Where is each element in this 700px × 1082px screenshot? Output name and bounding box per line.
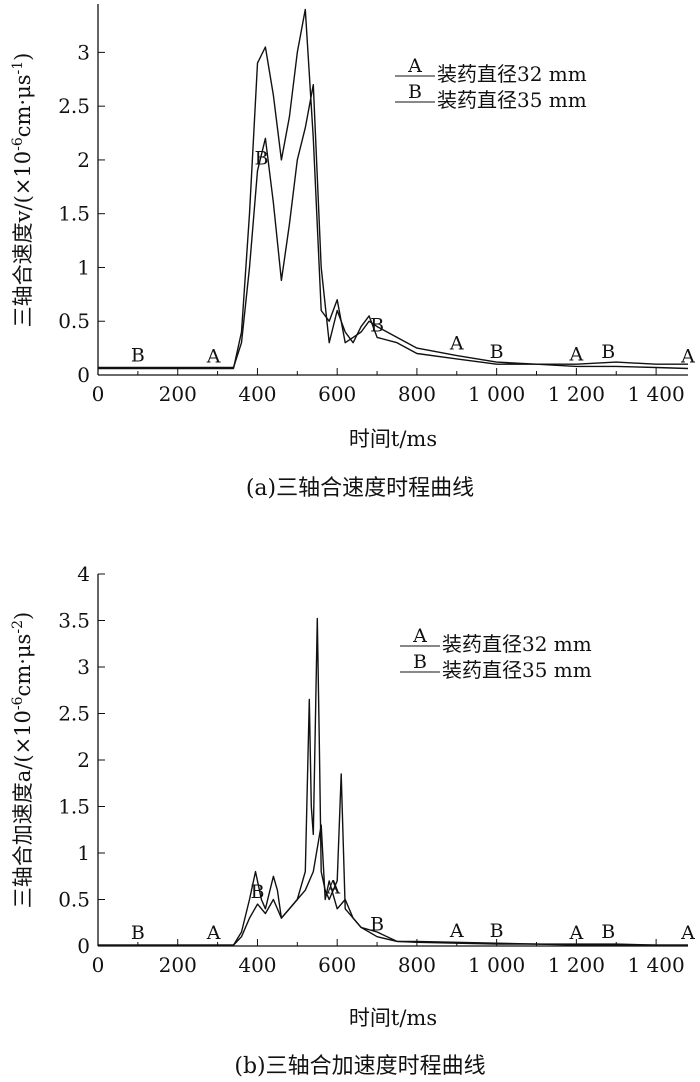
x-tick-label: 400 [238, 382, 276, 406]
chart-a: 三轴合速度v/(×10-6cm·μs-1) 0 200 400 600 800 1 000… [10, 4, 695, 501]
x-tick-label: 0 [92, 382, 105, 406]
series-marker-B: B [370, 314, 384, 336]
series-line-B [98, 824, 688, 946]
series-marker-A: A [680, 922, 695, 944]
series-marker-A: A [206, 346, 221, 368]
legend-marker: B [408, 81, 422, 103]
caption: (b)三轴合加速度时程曲线 [234, 1054, 485, 1079]
x-tick-label: 200 [159, 382, 197, 406]
plot-area: 0 200 400 600 800 1 000 1 200 1 400 0 0.5 1 1.5 2 2.5… [58, 4, 695, 406]
series-marker-A: A [680, 346, 695, 368]
x-tick-label: 1 000 [468, 382, 525, 406]
series-line-A [98, 617, 688, 946]
y-tick-label: 1 [77, 841, 90, 865]
x-tick-label: 800 [398, 382, 436, 406]
legend-marker: B [413, 651, 427, 673]
y-axis-label: 三轴合加速度a/(×10-6cm·μs-2) [10, 612, 35, 908]
series-marker-A: A [449, 920, 464, 942]
y-tick-label: 1.5 [58, 795, 90, 819]
series-marker-A: A [569, 922, 584, 944]
series-marker-A: A [206, 922, 221, 944]
series-marker-B: B [490, 920, 504, 942]
x-tick-label: 1 400 [627, 382, 684, 406]
x-tick-label: 1 400 [627, 953, 684, 977]
series-marker-B: B [370, 914, 384, 936]
legend-label: 装药直径35 mm [437, 88, 587, 112]
legend-label: 装药直径35 mm [442, 658, 592, 682]
series-marker-B: B [250, 881, 264, 903]
y-tick-label: 3 [77, 40, 90, 64]
y-tick-label: 2.5 [58, 702, 90, 726]
legend-marker: A [407, 55, 422, 77]
series-marker-B: B [490, 341, 504, 363]
y-tick-label: 2.5 [58, 94, 90, 118]
x-tick-label: 600 [318, 953, 356, 977]
legend-marker: A [412, 625, 427, 647]
x-tick-label: 0 [92, 953, 105, 977]
x-tick-label: 1 200 [548, 953, 605, 977]
series-line-B [98, 84, 688, 369]
y-tick-label: 0.5 [58, 888, 90, 912]
y-tick-label: 0 [77, 363, 90, 387]
y-tick-label: 3 [77, 655, 90, 679]
series-marker-B: B [131, 922, 145, 944]
x-tick-label: 800 [398, 953, 436, 977]
legend-label: 装药直径32 mm [437, 62, 587, 86]
series-marker-B: B [254, 148, 268, 170]
series-marker-B: B [131, 344, 145, 366]
legend-label: 装药直径32 mm [442, 632, 592, 656]
y-tick-label: 1 [77, 255, 90, 279]
x-tick-label: 200 [159, 953, 197, 977]
series-line-A [98, 8, 689, 370]
y-tick-label: 0.5 [58, 309, 90, 333]
y-tick-label: 0 [77, 934, 90, 958]
x-tick-label: 600 [318, 382, 356, 406]
chart-b: 三轴合加速度a/(×10-6cm·μs-2) 0 200 400 600 800 1 00… [10, 562, 695, 1079]
y-tick-label: 4 [77, 562, 90, 586]
y-tick-label: 2 [77, 148, 90, 172]
caption: (a)三轴合速度时程曲线 [246, 476, 474, 501]
x-tick-label: 1 200 [548, 382, 605, 406]
x-tick-label: 1 000 [468, 953, 525, 977]
series-marker-B: B [601, 341, 615, 363]
series-marker-A: A [449, 333, 464, 355]
series-marker-A: A [569, 343, 584, 365]
y-axis-label: 三轴合速度v/(×10-6cm·μs-1) [10, 53, 35, 328]
y-tick-label: 3.5 [58, 609, 90, 633]
x-axis-label: 时间t/ms [349, 1006, 437, 1030]
series-marker-B: B [601, 921, 615, 943]
x-axis-label: 时间t/ms [349, 427, 437, 451]
x-tick-label: 400 [238, 953, 276, 977]
y-tick-label: 1.5 [58, 202, 90, 226]
plot-area: 0 200 400 600 800 1 000 1 200 1 400 0 0.5 1 1.5 2 2.5… [58, 562, 695, 977]
y-tick-label: 2 [77, 748, 90, 772]
